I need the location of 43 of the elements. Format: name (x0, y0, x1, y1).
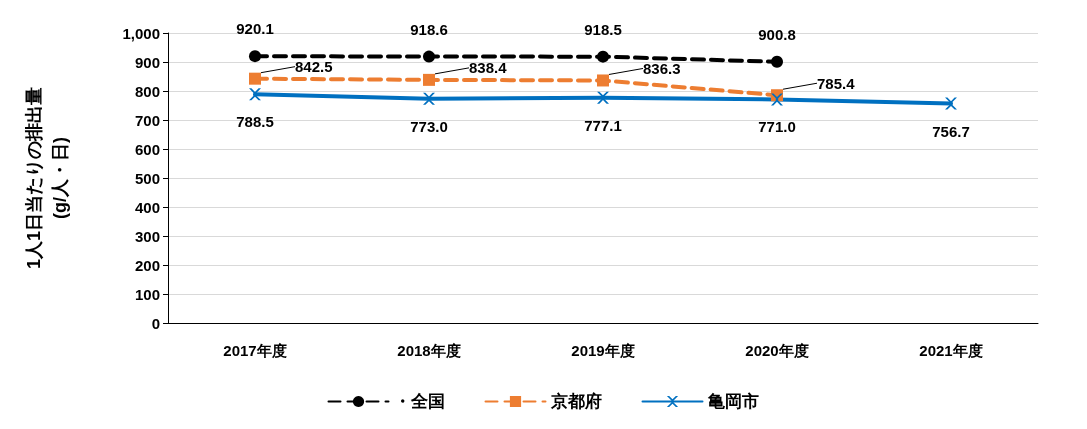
data-label: 771.0 (758, 118, 796, 136)
point (597, 91, 609, 104)
data-label: 788.5 (236, 113, 274, 131)
x-tick-label: 2017年度 (223, 342, 287, 359)
data-label: 918.6 (410, 20, 448, 38)
point (249, 50, 261, 63)
x-tick-label: 2018年度 (397, 342, 461, 359)
y-tick-label: 100 (134, 285, 160, 303)
x-tick-label: 2019年度 (571, 342, 635, 359)
y-tick-label: 600 (134, 140, 160, 158)
y-axis-title: 1人1日当たりの排出量 (g/人・日) (24, 86, 70, 270)
y-tick-label: 800 (134, 82, 160, 100)
y-tick-label: 700 (134, 111, 160, 129)
data-label: 777.1 (584, 116, 622, 134)
point (597, 50, 609, 63)
y-tick-label: 900 (134, 53, 160, 71)
data-label: 838.4 (469, 59, 508, 77)
y-tick-label: 1,000 (122, 24, 160, 42)
legend-label: ・全国 (393, 392, 445, 411)
x-tick-label: 2021年度 (919, 342, 983, 359)
y-tick-label: 500 (134, 169, 160, 187)
legend-label: 亀岡市 (706, 392, 759, 411)
y-tick-label: 200 (134, 256, 160, 274)
point (423, 73, 435, 86)
point (249, 88, 261, 101)
y-tick-label: 400 (134, 198, 160, 216)
point (249, 72, 261, 85)
point (597, 74, 609, 87)
legend-label: 京都府 (549, 392, 602, 411)
x-tick-label: 2020年度 (745, 342, 809, 359)
point (423, 50, 435, 63)
data-label: 900.8 (758, 25, 796, 43)
data-label: 842.5 (295, 58, 333, 76)
point (771, 55, 783, 68)
y-tick-label: 300 (134, 227, 160, 245)
data-label: 785.4 (817, 74, 856, 92)
data-label: 920.1 (236, 20, 274, 38)
data-label: 773.0 (410, 117, 448, 135)
y-tick-label: 0 (151, 314, 160, 332)
data-label: 918.5 (584, 20, 622, 38)
data-label: 836.3 (643, 59, 681, 77)
data-label: 756.7 (932, 122, 970, 140)
point (423, 92, 435, 105)
